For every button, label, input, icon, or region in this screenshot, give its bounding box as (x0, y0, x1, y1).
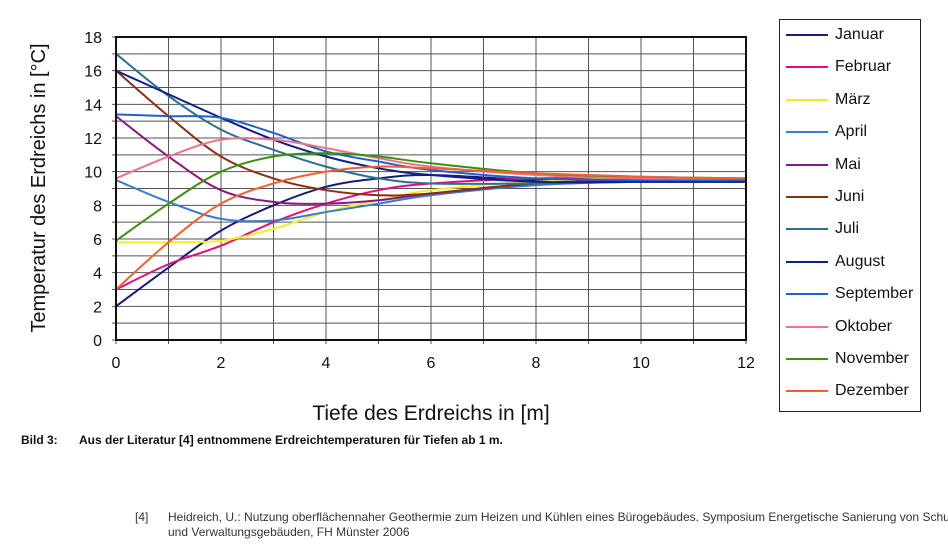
legend-item: September (780, 284, 913, 304)
legend-label: Mai (835, 155, 861, 173)
legend-label: August (835, 252, 885, 270)
legend-label: Dezember (835, 382, 909, 400)
y-tick-label: 12 (84, 131, 102, 148)
legend-swatch (786, 98, 828, 101)
y-tick-label: 0 (93, 333, 102, 350)
legend-swatch (786, 390, 828, 393)
y-tick-label: 8 (93, 198, 102, 215)
caption-number: Bild 3: (21, 433, 58, 447)
x-tick-label: 4 (322, 355, 331, 372)
legend-label: Oktober (835, 317, 892, 335)
chart: 0 2 4 6 8 10 12 0 2 4 6 8 10 12 14 16 18 Tiefe des Erdre… (28, 30, 755, 425)
x-tick-label: 10 (632, 355, 650, 372)
x-tick-label: 8 (532, 355, 541, 372)
legend-label: November (835, 350, 909, 367)
y-tick-label: 14 (84, 97, 102, 114)
series-line-september (115, 113, 747, 182)
y-tick-label: 10 (84, 165, 102, 182)
legend-item: Dezember (780, 381, 909, 401)
y-tick-label: 18 (84, 30, 102, 47)
legend-swatch (786, 66, 828, 69)
legend-item: November (780, 349, 909, 369)
legend-swatch (786, 228, 828, 231)
x-tick-label: 0 (112, 355, 121, 372)
legend-item: Mai (780, 155, 861, 175)
reference-text: Heidreich, U.: Nutzung oberflächennaher … (168, 510, 948, 539)
legend-item: April (780, 122, 867, 142)
legend-swatch (786, 163, 828, 166)
legend-item: Februar (780, 57, 891, 77)
x-tick-label: 2 (217, 355, 226, 372)
legend-label: Januar (835, 26, 884, 43)
legend-item: März (780, 90, 871, 110)
legend-swatch (786, 358, 828, 360)
legend-item: Januar (780, 25, 884, 45)
x-axis-label: Tiefe des Erdreichs in [m] (312, 402, 549, 425)
legend-swatch (786, 260, 828, 263)
legend-swatch (786, 325, 828, 328)
legend-label: Februar (835, 58, 892, 76)
x-tick-label: 12 (737, 355, 755, 372)
legend-swatch (786, 196, 828, 198)
legend-label: September (835, 285, 914, 303)
y-tick-label: 4 (93, 266, 102, 283)
x-tick-label: 6 (427, 355, 436, 372)
caption-text: Aus der Literatur [4] entnommene Erdreic… (79, 433, 503, 447)
legend-label: März (835, 90, 871, 108)
legend-item: Oktober (780, 317, 892, 337)
legend-label: Juni (835, 188, 865, 205)
legend-label: April (835, 123, 868, 141)
series-line-dezember (115, 165, 747, 291)
legend-swatch (786, 34, 828, 36)
series-lines (115, 53, 747, 308)
legend-swatch (786, 131, 828, 134)
y-tick-label: 6 (93, 232, 102, 249)
tick-labels: 0 2 4 6 8 10 12 0 2 4 6 8 10 12 14 16 18 (84, 30, 755, 372)
series-line-oktober (115, 137, 747, 180)
legend: Januar Februar März April Mai Juni Juli August S… (779, 19, 921, 412)
y-axis-label: Temperatur des Erdreichs in [°C] (28, 43, 50, 332)
plot-frame (115, 36, 747, 341)
legend-item: Juni (780, 187, 864, 207)
legend-swatch (786, 293, 828, 296)
y-tick-label: 16 (84, 64, 102, 81)
reference-number: [4] (135, 510, 149, 524)
y-tick-label: 2 (93, 299, 102, 316)
legend-item: August (780, 252, 885, 272)
legend-item: Juli (780, 219, 859, 239)
series-line-august (115, 69, 746, 184)
reference: [4] Heidreich, U.: Nutzung oberflächenna… (135, 510, 948, 540)
legend-label: Juli (835, 220, 860, 238)
figure-caption: Bild 3: Aus der Literatur [4] entnommene … (21, 433, 503, 447)
